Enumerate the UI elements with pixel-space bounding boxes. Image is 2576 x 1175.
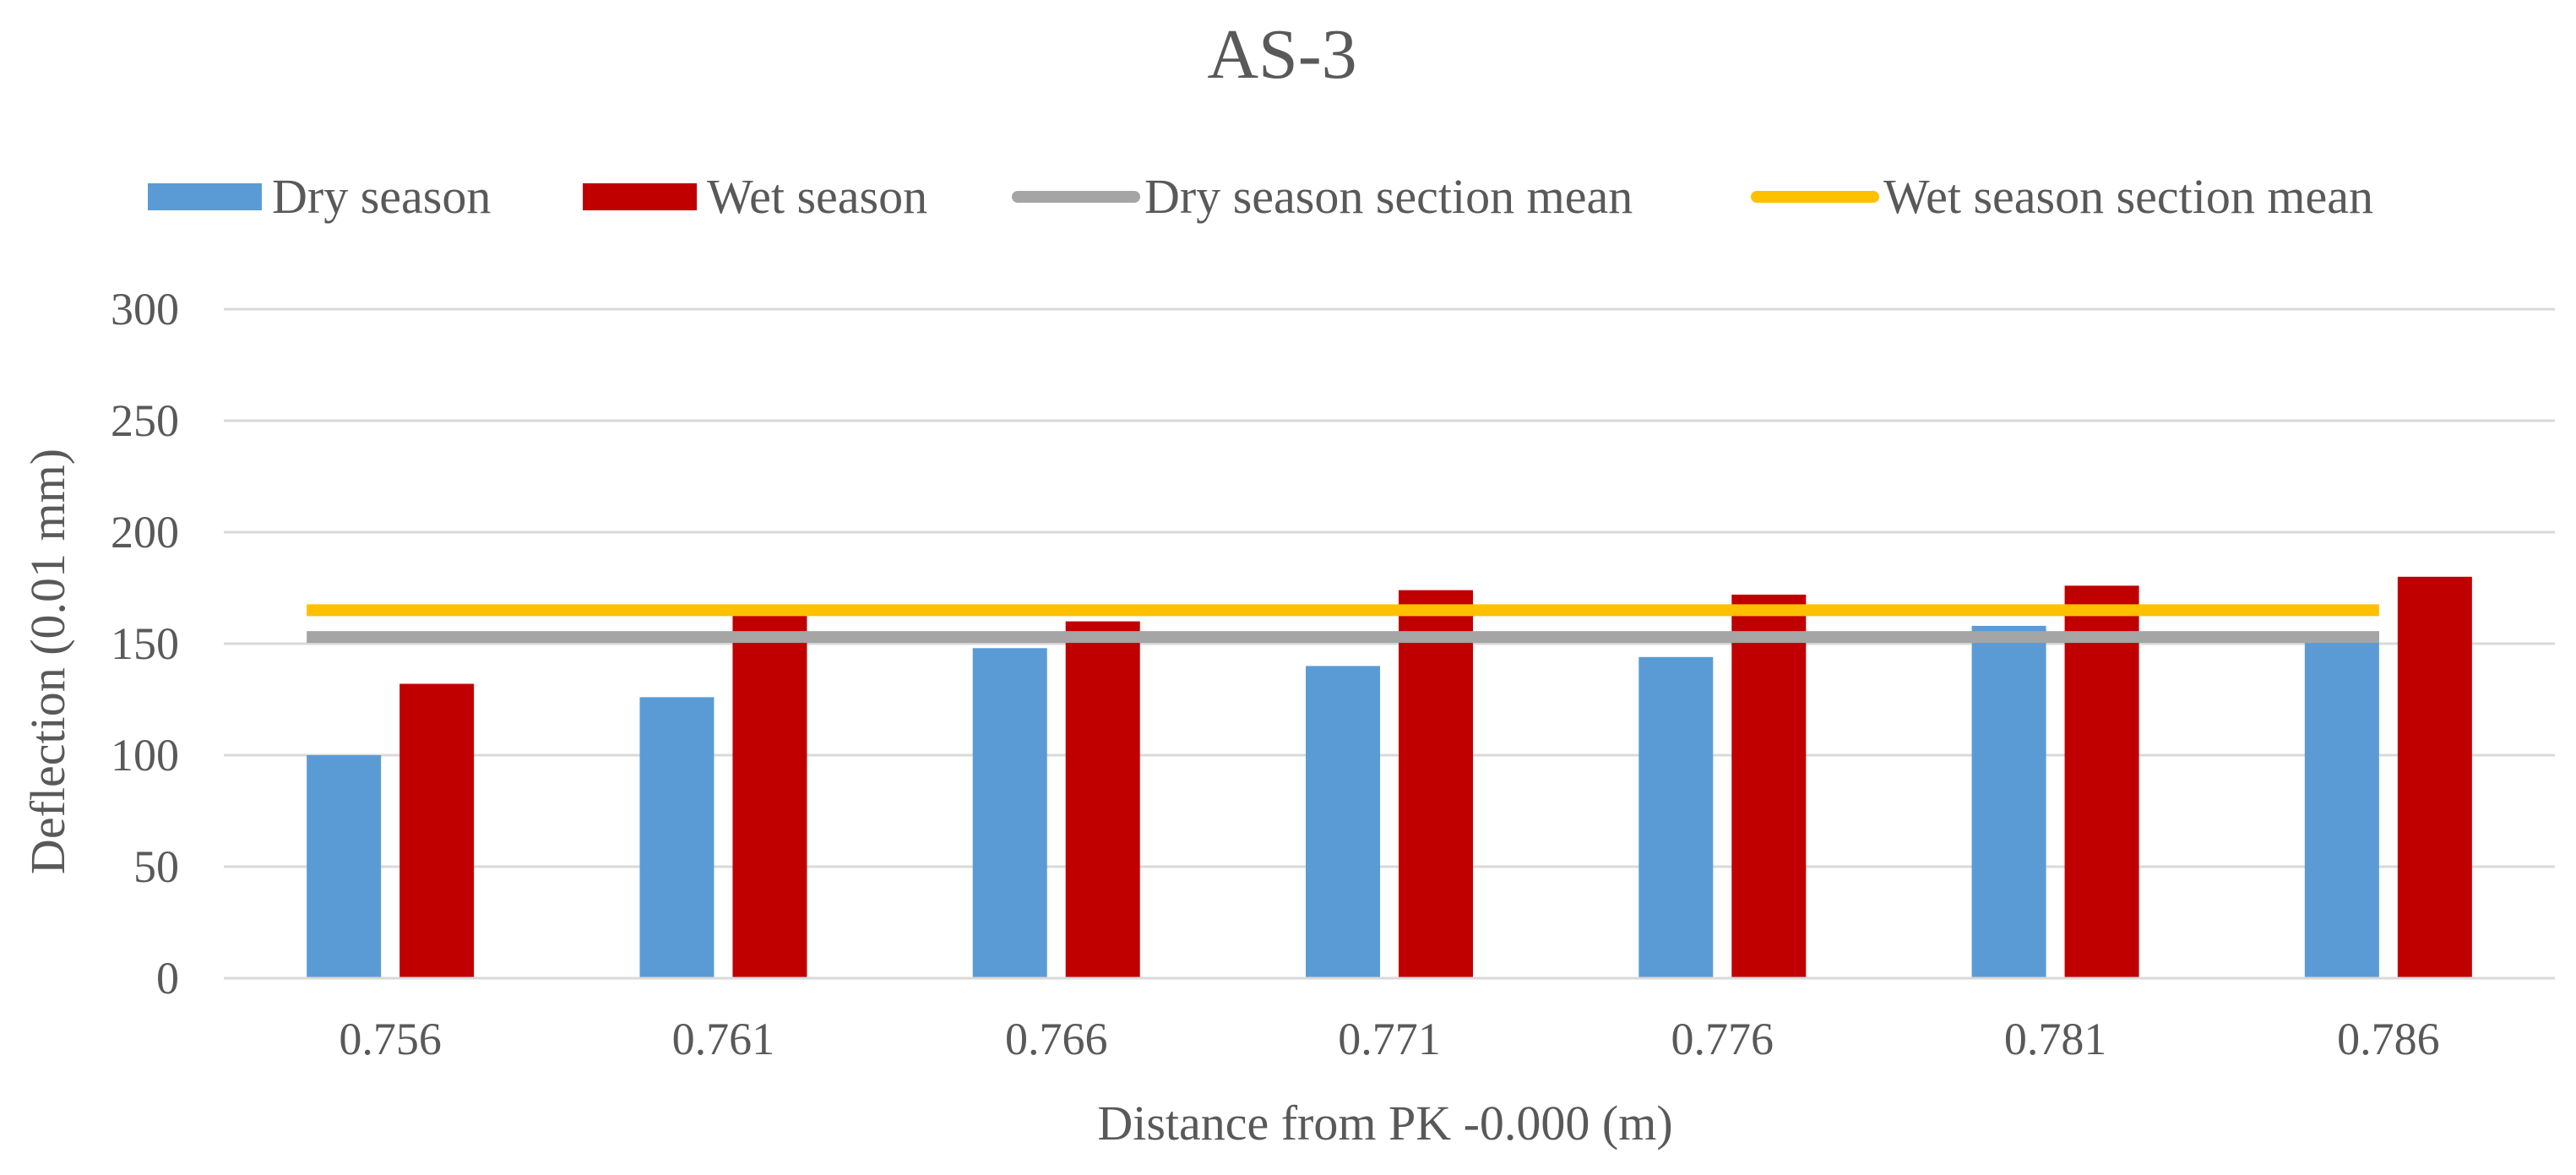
legend-label-dry-season: Dry season (272, 169, 491, 224)
wet-season-bar-0.771 (1399, 590, 1473, 978)
x-tick-label-0.771: 0.771 (1338, 1014, 1441, 1064)
legend-label-wet-season-section-mean: Wet season section mean (1883, 169, 2373, 224)
legend-item-dry-season-section-mean: Dry season section mean (1012, 169, 1633, 224)
y-tick-label-150: 150 (111, 618, 179, 669)
dry-season-bar-0.786 (2304, 632, 2379, 978)
wet-season-bar-0.781 (2064, 585, 2139, 978)
x-tick-label-0.766: 0.766 (1005, 1014, 1108, 1064)
dry-season-bar-0.776 (1639, 656, 1714, 978)
y-tick-label-50: 50 (133, 841, 179, 892)
x-tick-label-0.761: 0.761 (672, 1014, 775, 1064)
y-tick-label-300: 300 (111, 284, 179, 335)
dry-season-bar-0.761 (639, 697, 715, 978)
wet-season-bar-0.766 (1065, 621, 1140, 978)
dry-season-bar-0.766 (972, 648, 1047, 978)
bars (307, 576, 2472, 978)
gridlines (224, 307, 2555, 980)
wet-season-bar-0.786 (2397, 576, 2472, 978)
y-tick-label-100: 100 (111, 730, 179, 781)
y-tick-label-0: 0 (156, 953, 179, 1004)
wet-season-bar-0.761 (732, 614, 807, 978)
legend-item-wet-season: Wet season (583, 169, 927, 224)
legend: Dry season Wet season Dry season section m… (148, 169, 2373, 224)
y-axis-title: Deflection (0.01 mm) (20, 449, 75, 874)
x-tick-label-0.756: 0.756 (339, 1014, 442, 1064)
dry-season-bar-0.781 (1971, 625, 2046, 978)
chart-title: AS-3 (1207, 15, 1356, 94)
dry-season-bar-0.771 (1306, 666, 1380, 978)
legend-swatch-wet-season (583, 183, 697, 210)
legend-item-wet-season-section-mean: Wet season section mean (1751, 169, 2373, 224)
axes: 0 50 100 150 200 250 300 0.756 0.761 0.766 0.771 0.… (111, 284, 2555, 1064)
x-axis-title: Distance from PK -0.000 (m) (1097, 1096, 1672, 1151)
dry-season-bar-0.756 (307, 755, 382, 978)
legend-label-dry-season-section-mean: Dry season section mean (1144, 169, 1633, 224)
legend-label-wet-season: Wet season (707, 169, 927, 224)
x-tick-label-0.776: 0.776 (1671, 1014, 1774, 1064)
y-tick-label-250: 250 (111, 395, 179, 446)
wet-season-bar-0.776 (1731, 594, 1807, 978)
legend-swatch-dry-season (148, 183, 262, 210)
wet-season-bar-0.756 (399, 683, 475, 978)
legend-item-dry-season: Dry season (148, 169, 491, 224)
mean-lines (307, 604, 2379, 644)
y-tick-label-200: 200 (111, 507, 179, 558)
x-tick-label-0.781: 0.781 (2004, 1014, 2107, 1064)
x-tick-label-0.786: 0.786 (2337, 1014, 2440, 1064)
